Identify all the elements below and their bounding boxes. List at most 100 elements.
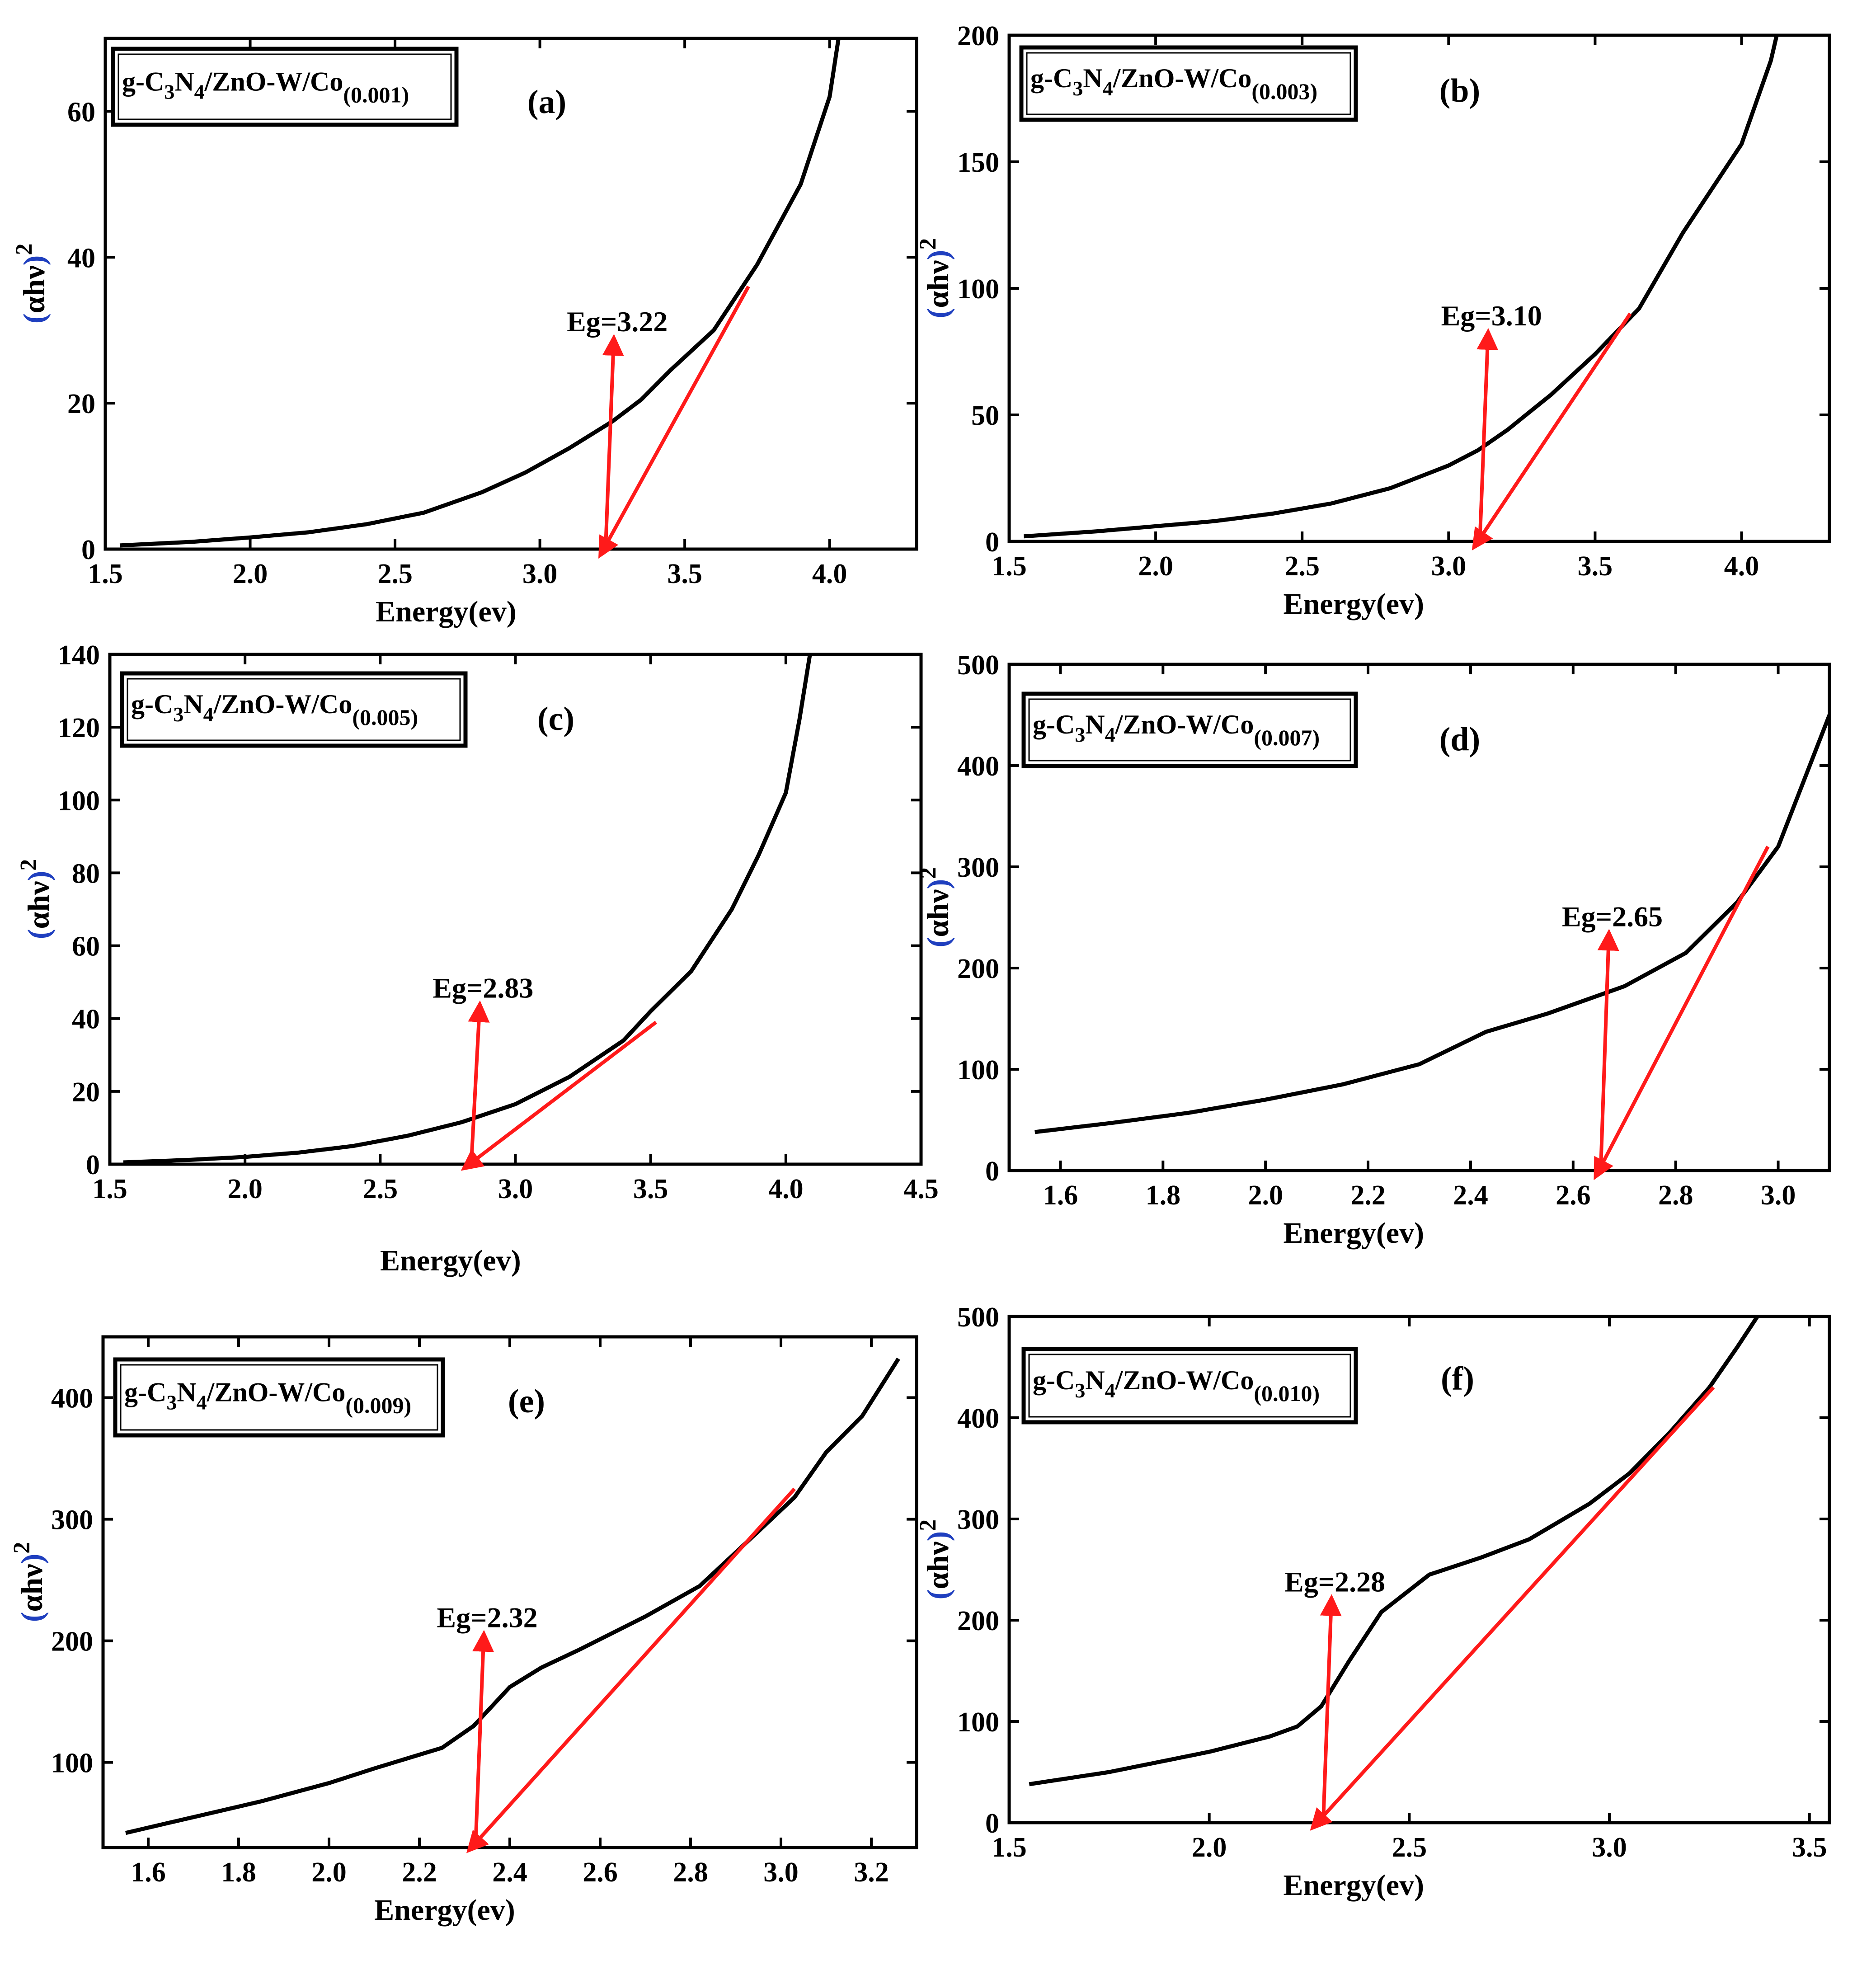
legend-label: g-C3N4/ZnO-W/Co(0.003) — [1030, 63, 1317, 104]
y-tick-label: 200 — [957, 954, 999, 984]
plot-frame — [103, 37, 918, 551]
x-tick-label: 3.2 — [854, 1857, 889, 1888]
y-tick-label: 400 — [957, 751, 999, 782]
x-tick-label: 2.2 — [1350, 1180, 1386, 1211]
y-tick-label: 400 — [957, 1403, 999, 1434]
legend-inner-border — [118, 53, 452, 120]
absorption-curve — [123, 654, 812, 1164]
y-tick-label: 0 — [81, 535, 95, 565]
x-tick-label: 2.0 — [233, 559, 268, 589]
panel-label: (c) — [537, 701, 574, 738]
x-tick-label: 2.5 — [377, 559, 413, 589]
x-tick-label: 3.5 — [667, 559, 702, 589]
y-tick-label: 200 — [51, 1627, 93, 1657]
y-tick-label: 20 — [67, 389, 95, 419]
x-tick-label: 2.0 — [1248, 1180, 1283, 1211]
x-tick-label: 4.0 — [812, 559, 847, 589]
y-tick-label: 400 — [51, 1383, 93, 1414]
x-tick-label: 2.0 — [1138, 551, 1173, 582]
eg-label: Eg=2.83 — [433, 972, 533, 1004]
eg-arrow — [602, 334, 624, 541]
legend-box — [113, 1357, 445, 1438]
x-tick-label: 1.8 — [1146, 1180, 1181, 1211]
tangent-line — [461, 1020, 658, 1171]
x-tick-label: 2.0 — [227, 1174, 263, 1204]
x-tick-label: 4.0 — [1724, 551, 1759, 582]
y-tick-label: 60 — [72, 931, 100, 962]
legend-box — [111, 47, 459, 127]
absorption-curve — [1024, 35, 1779, 539]
legend-inner-border — [127, 678, 461, 741]
x-tick-label: 1.5 — [992, 1832, 1027, 1863]
y-tick-label: 40 — [67, 243, 95, 273]
panel-label: (d) — [1439, 721, 1480, 758]
panel-f: 1.5 2.0 2.5 3.0 3.5 0 100 200 300 400 500 Energy(ev… — [915, 1302, 1831, 1902]
x-axis-label: Energy(ev) — [1284, 1217, 1425, 1250]
x-tick-label: 3.0 — [498, 1174, 533, 1204]
x-tick-label: 3.0 — [522, 559, 558, 589]
y-tick-label: 200 — [957, 1606, 999, 1636]
x-axis-label: Energy(ev) — [1284, 1869, 1425, 1902]
x-tick-label: 1.5 — [992, 551, 1027, 582]
plot-frame — [1007, 663, 1831, 1172]
y-tick-label: 80 — [72, 858, 100, 889]
y-tick-label: 0 — [985, 527, 999, 558]
y-tick-label: 100 — [957, 1707, 999, 1738]
y-tick-label: 0 — [86, 1150, 100, 1180]
legend-inner-border — [1026, 52, 1351, 115]
absorption-curve — [1029, 1316, 1759, 1787]
y-tick-label: 300 — [957, 1505, 999, 1535]
x-tick-label: 3.5 — [1792, 1832, 1827, 1863]
legend-label: g-C3N4/ZnO-W/Co(0.007) — [1033, 710, 1320, 750]
panel-a: 1.5 2.0 2.5 3.0 3.5 4.0 0 20 40 60 Energy(ev) (αhν)… — [11, 37, 918, 628]
y-axis-label: (αhν)2 — [11, 244, 51, 324]
panel-label: (a) — [527, 84, 566, 121]
eg-arrow — [1320, 1594, 1342, 1814]
y-axis-label: (αhν)2 — [16, 859, 56, 939]
x-tick-label: 3.0 — [763, 1857, 799, 1888]
x-tick-label: 2.0 — [1192, 1832, 1227, 1863]
x-tick-label: 3.5 — [633, 1174, 668, 1204]
panel-d: 1.6 1.8 2.0 2.2 2.4 2.6 2.8 3.0 0 100 200 300 400 500… — [915, 650, 1831, 1250]
legend-inner-border — [1028, 698, 1351, 762]
y-tick-label: 50 — [971, 400, 999, 431]
x-tick-label: 1.8 — [221, 1857, 256, 1888]
x-axis-label: Energy(ev) — [376, 595, 517, 628]
legend-label: g-C3N4/ZnO-W/Co(0.001) — [122, 66, 409, 107]
eg-arrow — [1597, 929, 1619, 1162]
panel-c: 1.5 2.0 2.5 3.0 3.5 4.0 4.5 0 20 40 60 80 100 120 140 E… — [16, 640, 939, 1277]
x-tick-label: 3.0 — [1431, 551, 1467, 582]
x-tick-label: 2.8 — [673, 1857, 708, 1888]
x-tick-label: 3.5 — [1578, 551, 1613, 582]
y-tick-label: 40 — [72, 1004, 100, 1035]
tangent-line — [1310, 1386, 1715, 1831]
tangent-line — [598, 285, 750, 559]
y-tick-label: 300 — [957, 852, 999, 883]
legend-box — [1019, 45, 1358, 122]
y-tick-label: 100 — [51, 1748, 93, 1779]
eg-arrow — [472, 1630, 494, 1836]
legend-label: g-C3N4/ZnO-W/Co(0.010) — [1033, 1365, 1320, 1406]
panel-label: (e) — [508, 1383, 545, 1420]
legend-inner-border — [120, 1364, 438, 1431]
x-tick-label: 3.0 — [1761, 1180, 1796, 1211]
x-tick-label: 2.4 — [1453, 1180, 1488, 1211]
absorption-curve — [125, 1357, 900, 1835]
x-axis-label: Energy(ev) — [374, 1894, 515, 1927]
y-tick-label: 500 — [957, 1302, 999, 1333]
legend-inner-border — [1028, 1354, 1351, 1418]
x-tick-label: 1.6 — [1043, 1180, 1078, 1211]
y-tick-label: 20 — [72, 1077, 100, 1108]
x-tick-label: 1.6 — [131, 1857, 166, 1888]
y-tick-label: 0 — [985, 1808, 999, 1839]
legend-box — [1021, 691, 1358, 768]
eg-label: Eg=2.32 — [437, 1602, 537, 1634]
x-tick-label: 2.5 — [363, 1174, 398, 1204]
y-tick-label: 500 — [957, 650, 999, 681]
absorption-curve — [119, 38, 841, 548]
y-tick-label: 300 — [51, 1505, 93, 1536]
y-tick-label: 120 — [58, 713, 100, 743]
eg-arrow — [1476, 328, 1499, 533]
tangent-line — [1594, 846, 1770, 1180]
